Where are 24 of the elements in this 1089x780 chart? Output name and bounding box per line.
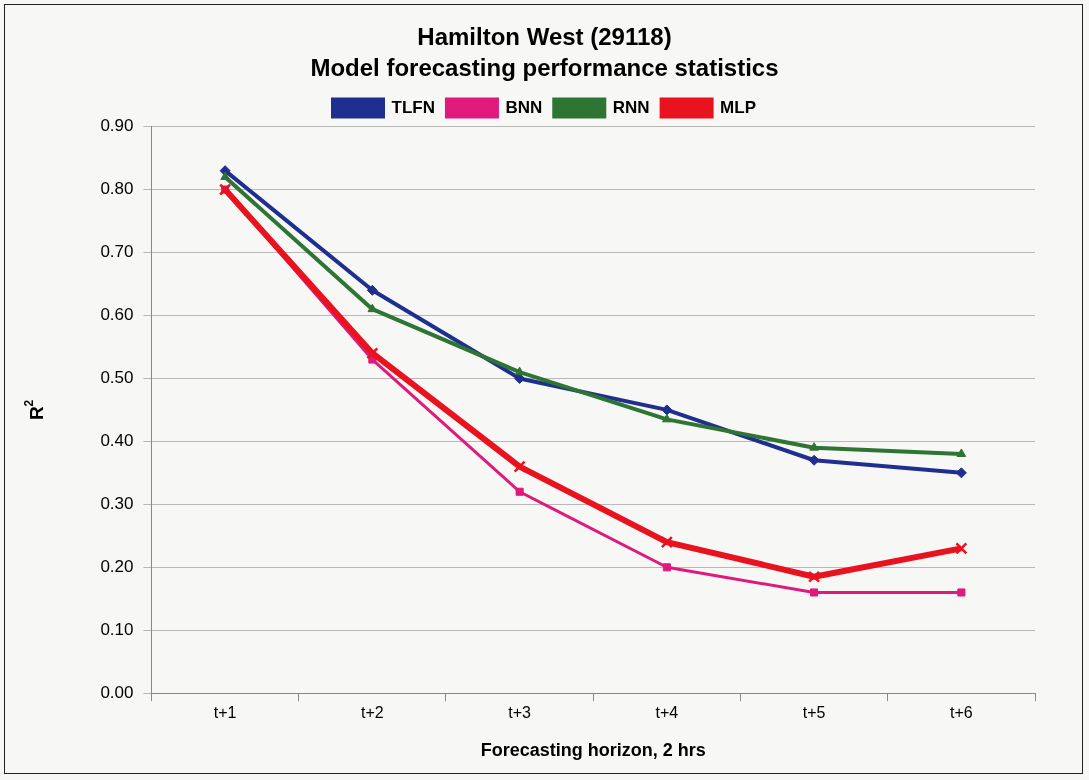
legend-label: MLP [720,97,756,117]
chart-subtitle: Model forecasting performance statistics [310,53,779,81]
x-tick-label: t+4 [655,704,679,722]
chart-title: Hamilton West (29118) [417,23,672,51]
y-tick-label: 0.30 [100,494,134,514]
y-tick-label: 0.50 [100,368,134,388]
y-tick-label: 0.90 [100,116,134,136]
y-tick-label: 0.00 [100,682,134,702]
legend-label: TLFN [391,97,435,117]
y-tick-label: 0.40 [100,431,134,451]
y-tick-label: 0.20 [100,556,134,576]
x-tick-label: t+5 [802,704,826,722]
y-tick-label: 0.70 [100,242,134,262]
x-tick-label: t+3 [508,704,532,722]
x-axis-title: Forecasting horizon, 2 hrs [480,740,706,761]
x-tick-label: t+2 [361,704,384,722]
y-tick-label: 0.60 [100,305,134,325]
y-tick-label: 0.10 [100,619,134,639]
x-tick-label: t+1 [213,704,237,722]
y-axis-title: R2 [22,399,48,421]
legend-label: BNN [505,97,543,117]
y-tick-label: 0.80 [100,179,134,199]
legend-label: RNN [612,97,650,117]
x-tick-label: t+6 [950,704,973,722]
